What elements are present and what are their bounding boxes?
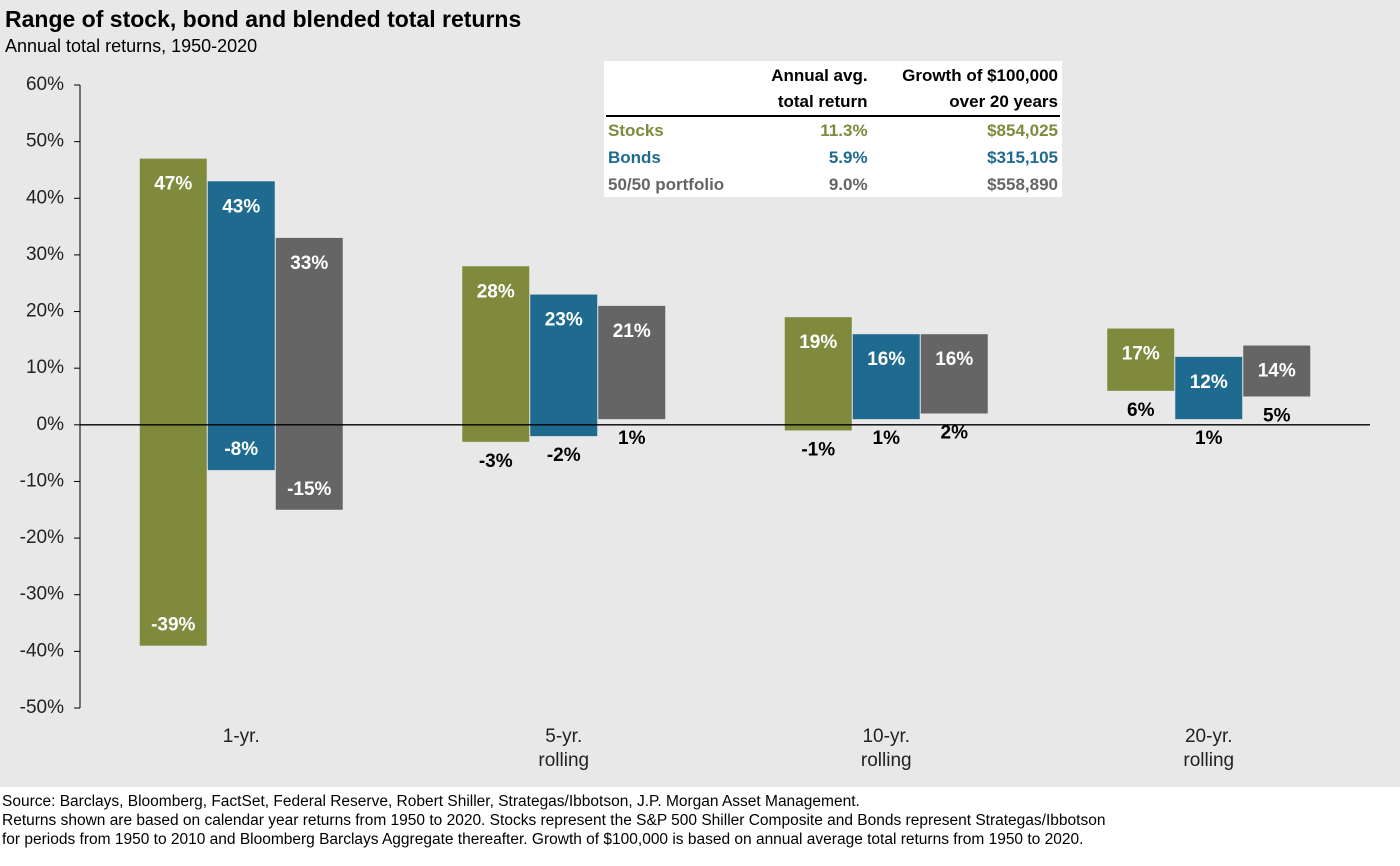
chart-subtitle: Annual total returns, 1950-2020 [5, 36, 258, 56]
bar [598, 305, 666, 420]
table-body: Stocks 11.3% $854,025 Bonds 5.9% $315,105 50/5… [606, 116, 1060, 198]
y-tick-label: 40% [26, 187, 64, 208]
x-tick-label: 10-yr. rolling [860, 726, 912, 771]
y-tick-label: 30% [26, 244, 64, 265]
bar [852, 334, 920, 420]
bar [530, 294, 598, 437]
value-label: 1% [1195, 428, 1223, 449]
value-label: 6% [1127, 400, 1155, 421]
corner-cell [606, 61, 751, 117]
row-label: Bonds [608, 148, 661, 167]
table-cell: 5.9% [828, 148, 868, 167]
table-cell: $854,025 [987, 121, 1058, 140]
y-tick-label: 0% [37, 414, 65, 435]
value-label: 14% [1258, 361, 1296, 382]
chart-title: Range of stock, bond and blended total r… [5, 6, 522, 32]
value-label: -15% [287, 479, 331, 500]
value-label: 19% [799, 332, 837, 353]
table: Annual avg. total return Growth of $100,00… [606, 61, 1060, 198]
bar [1107, 328, 1175, 391]
value-label: -2% [547, 445, 581, 466]
x-tick-label: 1-yr. [222, 726, 260, 747]
header-line: total return [777, 92, 868, 111]
bar [1175, 356, 1243, 420]
table-row: 50/50 portfolio 9.0% $558,890 [606, 171, 1060, 198]
x-tick-label: 5-yr. rolling [538, 726, 590, 771]
column-header: Annual avg. total return [750, 61, 870, 117]
header-line: Growth of $100,000 [902, 66, 1058, 85]
value-label: 33% [290, 253, 328, 274]
table-row: Bonds 5.9% $315,105 [606, 144, 1060, 171]
value-label: 2% [941, 423, 969, 444]
value-label: 47% [154, 174, 192, 195]
value-label: 17% [1122, 344, 1160, 365]
y-tick-label: -20% [20, 527, 64, 548]
bar [920, 334, 988, 414]
value-label: -39% [151, 615, 195, 636]
bar [462, 266, 530, 442]
bar [784, 317, 852, 431]
y-tick-label: 10% [26, 357, 64, 378]
y-tick-label: -30% [20, 584, 64, 605]
row-label: Stocks [608, 121, 664, 140]
y-tick-label: -40% [20, 640, 64, 661]
y-tick-label: 20% [26, 301, 64, 322]
value-label: 23% [545, 310, 583, 331]
value-label: 1% [618, 428, 646, 449]
value-label: 1% [873, 428, 901, 449]
value-label: -8% [224, 439, 258, 460]
value-label: 21% [613, 321, 651, 342]
table-cell: 11.3% [820, 121, 868, 140]
bar [207, 181, 275, 471]
value-label: 12% [1190, 372, 1228, 393]
bar [1243, 345, 1311, 397]
footnote: Source: Barclays, Bloomberg, FactSet, Fe… [2, 792, 1117, 849]
source: Source: Barclays, Bloomberg, FactSet, Fe… [2, 793, 860, 810]
value-label: -3% [479, 451, 513, 472]
row-label: 50/50 portfolio [608, 175, 725, 194]
table-cell: 9.0% [828, 175, 868, 194]
table-row: Stocks 11.3% $854,025 [606, 116, 1060, 144]
note: Returns shown are based on calendar year… [2, 812, 1106, 848]
value-label: -1% [801, 439, 835, 460]
header-line: Annual avg. [771, 66, 868, 85]
value-label: 5% [1263, 406, 1291, 427]
y-tick-label: 50% [26, 131, 64, 152]
value-label: 16% [867, 349, 905, 370]
value-label: 43% [222, 196, 260, 217]
y-tick-label: -10% [20, 470, 64, 491]
table-cell: $558,890 [987, 175, 1058, 194]
column-header: Growth of $100,000 over 20 years [869, 61, 1060, 117]
bar [275, 237, 343, 510]
summary-table: Annual avg. total return Growth of $100,00… [604, 61, 1062, 197]
table-cell: $315,105 [987, 148, 1058, 167]
x-tick-label: 20-yr. rolling [1183, 726, 1235, 771]
value-label: 28% [477, 281, 515, 302]
table-header: Annual avg. total return Growth of $100,00… [606, 61, 1060, 117]
chart: -50% -40% -30% -20% -10% 0% 10% 20% 30% 40% 50% 60%… [20, 74, 1370, 718]
y-tick-label: 60% [26, 74, 64, 95]
header-line: over 20 years [949, 92, 1058, 111]
value-label: 16% [935, 349, 973, 370]
bar [139, 158, 207, 646]
y-tick-label: -50% [20, 697, 64, 718]
